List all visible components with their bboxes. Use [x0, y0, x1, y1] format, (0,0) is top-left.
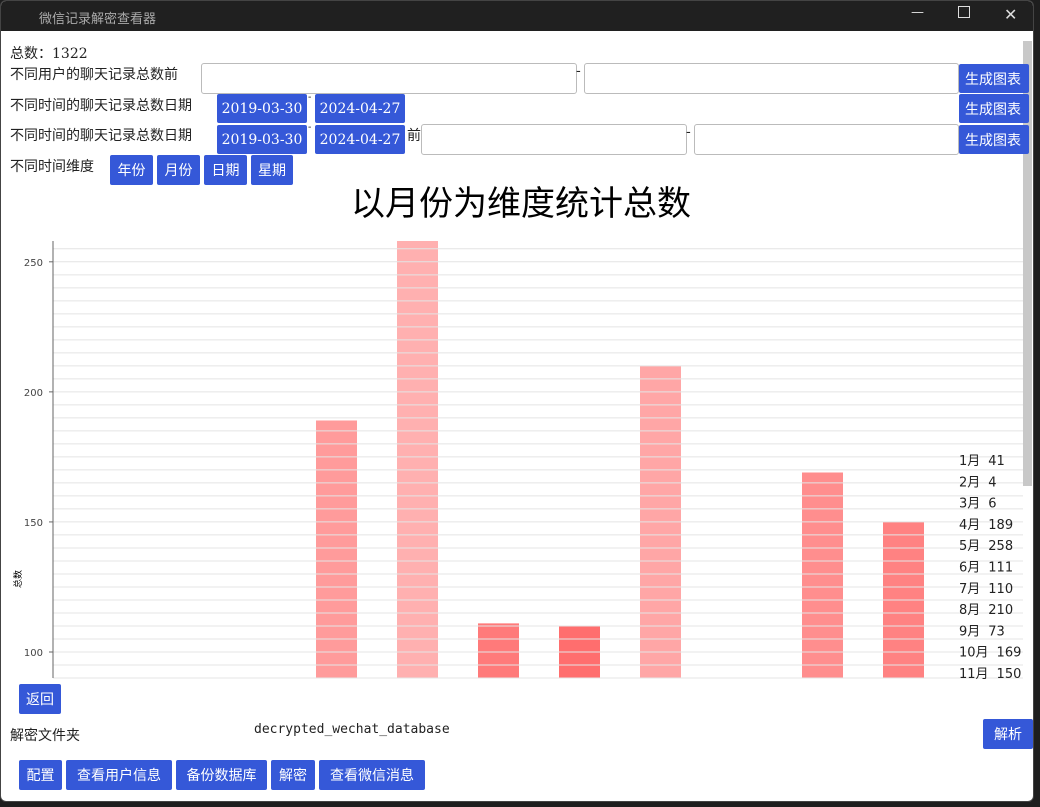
- button[interactable]: 星期: [251, 155, 293, 185]
- separator: -: [308, 92, 312, 103]
- legend-label: 7月: [959, 582, 980, 597]
- row-label: 不同时间的聊天记录总数日期: [10, 98, 192, 114]
- scrollbar[interactable]: [1023, 41, 1032, 486]
- date-button[interactable]: 2019-03-30: [217, 125, 307, 154]
- legend-label: 4月: [959, 518, 980, 533]
- button[interactable]: 年份: [110, 155, 153, 185]
- toolbar-button[interactable]: 查看微信消息: [319, 760, 425, 790]
- bar: [316, 420, 357, 678]
- button[interactable]: 日期: [204, 155, 247, 185]
- button[interactable]: 生成图表: [959, 64, 1029, 93]
- legend-label: 8月: [959, 603, 980, 618]
- bar: [397, 241, 438, 678]
- legend-entry: 4月 189: [959, 518, 1013, 533]
- button[interactable]: 生成图表: [959, 125, 1029, 154]
- row-label: 不同时间的聊天记录总数日期: [10, 128, 192, 144]
- legend-entry: 3月 6: [959, 497, 997, 512]
- legend-value: 258: [988, 539, 1013, 554]
- toolbar-button[interactable]: 查看用户信息: [66, 760, 172, 790]
- legend-value: 4: [988, 475, 996, 490]
- chart-title: 以月份为维度统计总数: [351, 184, 691, 224]
- row-label: 不同时间维度: [10, 159, 94, 175]
- legend-value: 41: [988, 454, 1005, 469]
- plot: [316, 241, 924, 722]
- title-bar: 微信记录解密查看器 — ✕: [1, 1, 1033, 31]
- legend-label: 2月: [959, 475, 980, 490]
- input[interactable]: [694, 124, 959, 155]
- button[interactable]: 生成图表: [959, 94, 1029, 123]
- legend-value: 6: [988, 497, 996, 512]
- legend-value: 189: [988, 518, 1013, 533]
- close[interactable]: ✕: [1004, 5, 1018, 24]
- legend-value: 150: [997, 667, 1022, 682]
- legend-label: 10月: [959, 646, 989, 661]
- legend-entry: 1月 41: [959, 454, 1005, 469]
- folder-path: decrypted_wechat_database: [254, 722, 450, 737]
- legend-entry: 7月 110: [959, 582, 1013, 597]
- date-button[interactable]: 2024-04-27: [315, 125, 405, 154]
- legend-value: 111: [988, 561, 1013, 576]
- legend-label: 5月: [959, 539, 980, 554]
- legend-value: 73: [988, 624, 1005, 639]
- legend-entry: 11月 150: [959, 667, 1021, 682]
- folder-label: 解密文件夹: [10, 728, 80, 744]
- date-button[interactable]: 2024-04-27: [315, 94, 405, 123]
- legend-value: 210: [988, 603, 1013, 618]
- bar: [478, 623, 519, 678]
- legend-label: 6月: [959, 561, 980, 576]
- separator: -: [686, 124, 691, 140]
- y-axis-label: 总数: [12, 570, 24, 588]
- legend-entry: 2月 4: [959, 475, 997, 490]
- row-label: 不同用户的聊天记录总数前: [10, 67, 178, 83]
- y-tick-label: 100: [24, 648, 43, 659]
- legend-entry: 9月 73: [959, 624, 1005, 639]
- legend-label: 9月: [959, 624, 980, 639]
- button[interactable]: 月份: [157, 155, 200, 185]
- y-tick-label: 200: [24, 388, 43, 399]
- suffix: 前: [407, 128, 421, 144]
- separator: -: [308, 122, 312, 133]
- legend-entry: 5月 258: [959, 539, 1013, 554]
- legend-label: 3月: [959, 497, 980, 512]
- toolbar-button[interactable]: 配置: [19, 760, 62, 790]
- maximize[interactable]: [958, 6, 970, 18]
- window-title: 微信记录解密查看器: [39, 12, 157, 27]
- legend-entry: 6月 111: [959, 561, 1013, 576]
- back-button[interactable]: 返回: [19, 684, 61, 714]
- input[interactable]: [584, 63, 959, 94]
- minimize[interactable]: —: [911, 5, 924, 20]
- bar: [721, 678, 762, 722]
- bar: [802, 472, 843, 678]
- separator: -: [576, 63, 581, 79]
- y-tick-label: 150: [24, 518, 43, 529]
- legend-label: 1月: [959, 454, 980, 469]
- legend-value: 110: [988, 582, 1013, 597]
- legend-entry: 10月 169: [959, 646, 1021, 661]
- input[interactable]: [421, 124, 687, 155]
- input[interactable]: [201, 63, 577, 94]
- legend-label: 11月: [959, 667, 989, 682]
- legend-entry: 8月 210: [959, 603, 1013, 618]
- y-tick-label: 250: [24, 258, 43, 269]
- summary: 总数：1322: [10, 46, 88, 62]
- parse-button[interactable]: 解析: [983, 719, 1033, 749]
- date-button[interactable]: 2019-03-30: [217, 94, 307, 123]
- toolbar-button[interactable]: 备份数据库: [176, 760, 267, 790]
- toolbar-button[interactable]: 解密: [271, 760, 315, 790]
- legend-value: 169: [997, 646, 1022, 661]
